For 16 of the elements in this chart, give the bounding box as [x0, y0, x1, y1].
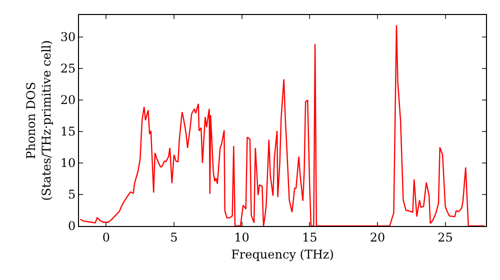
- x-tick-label: 15: [302, 230, 318, 244]
- y-tick-label: 20: [60, 93, 76, 108]
- x-tick-label: 25: [438, 230, 453, 244]
- y-tick-label: 15: [60, 124, 76, 139]
- line-series: [80, 24, 486, 226]
- y-axis-title: Phonon DOS (States/THz·primitive cell): [24, 40, 54, 201]
- y-tick-label: 25: [60, 62, 76, 76]
- x-tick-label: 10: [234, 230, 250, 244]
- x-tick-label: 5: [170, 230, 178, 244]
- y-tick-label: 10: [60, 156, 76, 170]
- x-axis-title: Frequency (THz): [231, 247, 334, 262]
- x-tick-label: 0: [102, 230, 110, 244]
- y-tick-label: 30: [60, 30, 76, 44]
- x-tick-label: 20: [370, 230, 386, 244]
- y-tick-label: 0: [68, 219, 76, 234]
- y-tick-label: 5: [68, 188, 76, 202]
